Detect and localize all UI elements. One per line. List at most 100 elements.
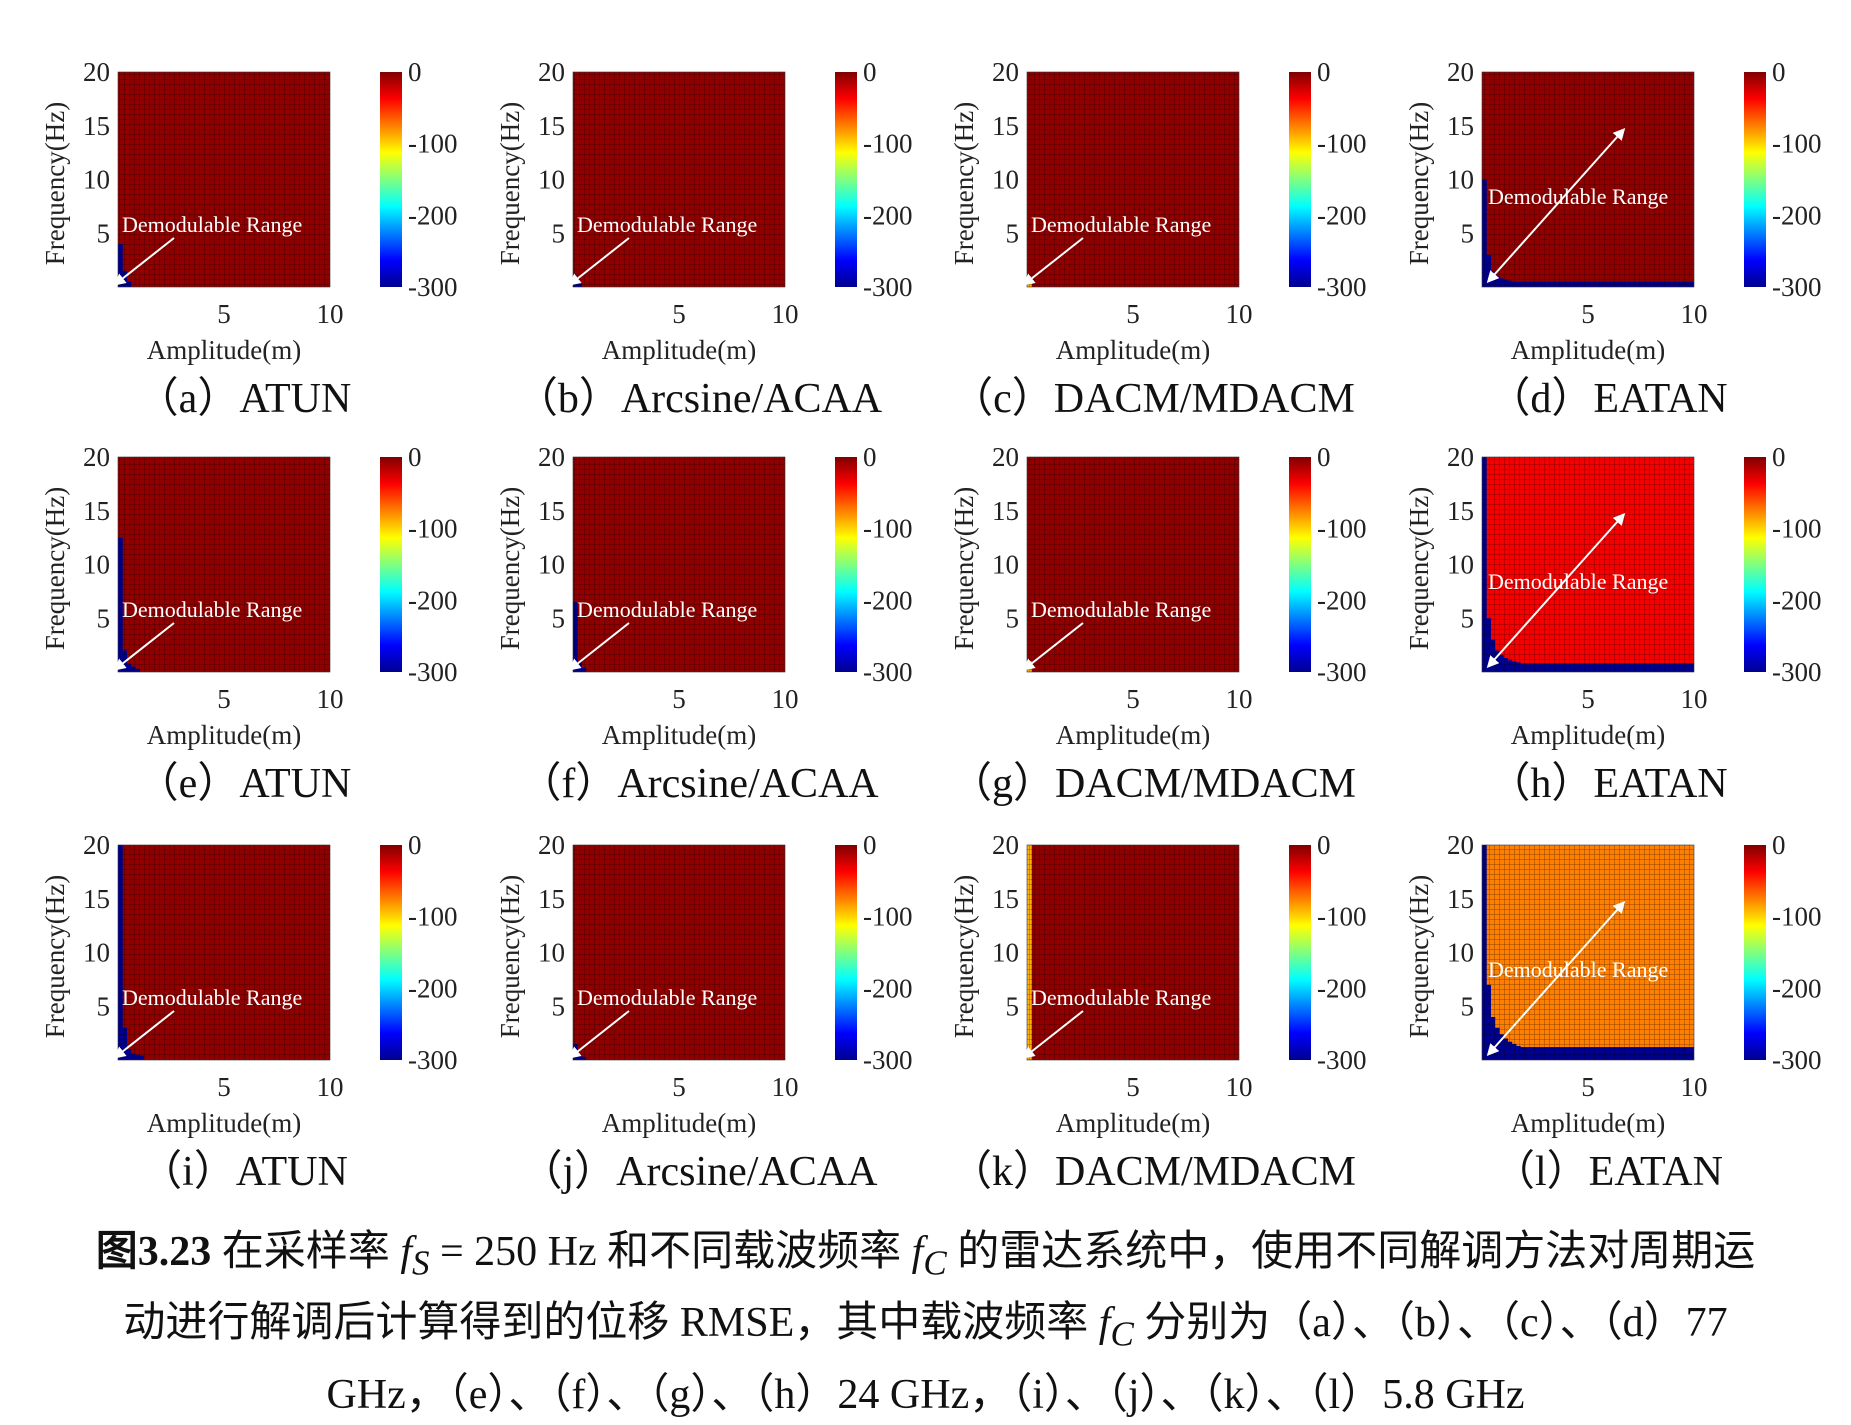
y-tick-label: 10 <box>538 550 565 580</box>
y-tick-label: 10 <box>83 165 110 195</box>
y-axis-label: Frequency(Hz) <box>40 102 70 265</box>
annotation-text: Demodulable Range <box>577 212 757 237</box>
y-tick-label: 5 <box>97 603 111 633</box>
x-tick-label: 10 <box>1226 1072 1253 1102</box>
colorbar-tick-label: -100 <box>1317 129 1367 159</box>
y-tick-label: 10 <box>1447 550 1474 580</box>
colorbar-tick-label: -300 <box>408 657 458 687</box>
y-tick-label: 15 <box>538 111 565 141</box>
annotation-arrow <box>1486 127 1626 284</box>
colorbar-tick-label: -300 <box>1772 272 1822 302</box>
colorbar <box>1744 845 1766 1060</box>
annotation-text: Demodulable Range <box>122 597 302 622</box>
colorbar-tick-label: -200 <box>408 973 458 1003</box>
colorbar <box>835 72 857 287</box>
caption-text-1a: 在采样率 <box>221 1229 390 1275</box>
y-tick-label: 15 <box>992 884 1019 914</box>
x-tick-label: 10 <box>772 684 799 714</box>
plot-frame <box>1481 844 1695 1061</box>
colorbar-tick-label: 0 <box>408 830 422 860</box>
colorbar-tick-label: -200 <box>408 200 458 230</box>
y-tick-label: 5 <box>552 603 566 633</box>
annotation-text: Demodulable Range <box>1031 985 1211 1010</box>
y-tick-label: 5 <box>1461 991 1475 1021</box>
colorbar-tick-label: 0 <box>1317 57 1331 87</box>
x-tick-label: 5 <box>1581 684 1595 714</box>
colorbar <box>835 457 857 672</box>
colorbar-tick-label: -100 <box>408 129 458 159</box>
colorbar-tick-label: -200 <box>863 200 913 230</box>
colorbar-tick-label: -200 <box>408 585 458 615</box>
colorbar-tick-label: -300 <box>863 272 913 302</box>
annotation-text: Demodulable Range <box>122 985 302 1010</box>
x-axis-label: Amplitude(m) <box>1056 720 1210 750</box>
annotation-text: Demodulable Range <box>577 597 757 622</box>
plot-frame <box>1481 456 1695 673</box>
x-tick-label: 10 <box>317 299 344 329</box>
caption-line-1: 图3.23 在采样率 fS = 250 Hz 和不同载波频率 fC 的雷达系统中… <box>20 1222 1831 1293</box>
y-tick-label: 20 <box>1447 442 1474 472</box>
panel-l: 5 10 15 20 5 10 Amplitude(m) Frequency(Hz) Demod… <box>1404 830 1822 1195</box>
colorbar-tick-label: -100 <box>1317 902 1367 932</box>
y-tick-label: 20 <box>83 57 110 87</box>
x-tick-label: 10 <box>1681 299 1708 329</box>
x-tick-label: 10 <box>1681 1072 1708 1102</box>
colorbar-tick-label: -300 <box>1772 1045 1822 1075</box>
plot-frame <box>1026 844 1240 1061</box>
subplot-caption: （l）EATAN <box>1493 1149 1723 1195</box>
panel-j: 5 10 15 20 5 10 Amplitude(m) Frequency(Hz) Demod… <box>495 830 913 1195</box>
subplot-caption: （j）Arcsine/ACAA <box>521 1149 879 1195</box>
colorbar-tick-label: -300 <box>408 1045 458 1075</box>
colorbar-tick-label: -100 <box>1772 514 1822 544</box>
y-tick-label: 5 <box>1461 218 1475 248</box>
caption-fs: fS <box>400 1229 430 1283</box>
y-axis-label: Frequency(Hz) <box>1404 102 1434 265</box>
x-tick-label: 10 <box>1226 684 1253 714</box>
subplot-caption: （e）ATUN <box>137 761 352 807</box>
y-tick-label: 20 <box>1447 830 1474 860</box>
colorbar-tick-label: 0 <box>408 57 422 87</box>
y-tick-label: 5 <box>1006 603 1020 633</box>
subplot-caption: （k）DACM/MDACM <box>950 1149 1356 1195</box>
plot-frame <box>572 844 786 1061</box>
heatmap-grid <box>118 72 330 287</box>
panel-c: 5 10 15 20 5 10 Amplitude(m) Frequency(Hz) Demod… <box>949 57 1367 422</box>
x-tick-label: 5 <box>1126 684 1140 714</box>
x-axis-label: Amplitude(m) <box>602 1108 756 1138</box>
x-axis-label: Amplitude(m) <box>1056 1108 1210 1138</box>
caption-line-3: GHz，（e）、（f）、（g）、（h）24 GHz，（i）、（j）、（k）、（l… <box>326 1371 1525 1418</box>
figure-grid: 5 10 15 20 5 10 Amplitude(m) Frequency(Hz) Demod… <box>40 57 1822 1195</box>
heatmap-grid <box>1027 72 1239 287</box>
colorbar-tick-label: 0 <box>408 442 422 472</box>
x-tick-label: 5 <box>217 1072 231 1102</box>
y-tick-label: 10 <box>83 938 110 968</box>
y-tick-label: 15 <box>538 884 565 914</box>
y-tick-label: 10 <box>1447 165 1474 195</box>
colorbar-tick-label: -100 <box>863 514 913 544</box>
plot-frame <box>117 844 331 1061</box>
colorbar-tick-label: -200 <box>863 585 913 615</box>
y-tick-label: 15 <box>83 111 110 141</box>
colorbar-tick-label: 0 <box>863 442 877 472</box>
colorbar-tick-label: 0 <box>1317 442 1331 472</box>
panel-e: 5 10 15 20 5 10 Amplitude(m) Frequency(Hz) Demod… <box>40 442 458 807</box>
annotation-arrow <box>113 622 175 671</box>
annotation-arrow <box>113 237 175 286</box>
colorbar-tick-label: 0 <box>1772 442 1786 472</box>
annotation-arrow <box>1022 237 1084 286</box>
plot-frame <box>1026 71 1240 288</box>
annotation-text: Demodulable Range <box>1488 957 1668 982</box>
subplot-caption: （c）DACM/MDACM <box>951 376 1355 422</box>
caption-number: 图3.23 <box>95 1229 212 1275</box>
y-tick-label: 20 <box>538 830 565 860</box>
plot-frame <box>572 456 786 673</box>
heatmap-grid <box>1482 72 1694 287</box>
colorbar <box>380 845 402 1060</box>
panel-k: 5 10 15 20 5 10 Amplitude(m) Frequency(Hz) Demod… <box>949 830 1367 1195</box>
annotation-text: Demodulable Range <box>577 985 757 1010</box>
subplot-caption: （i）ATUN <box>140 1149 348 1195</box>
colorbar-tick-label: -100 <box>408 514 458 544</box>
colorbar <box>1289 457 1311 672</box>
x-axis-label: Amplitude(m) <box>1511 335 1665 365</box>
y-axis-label: Frequency(Hz) <box>40 875 70 1038</box>
